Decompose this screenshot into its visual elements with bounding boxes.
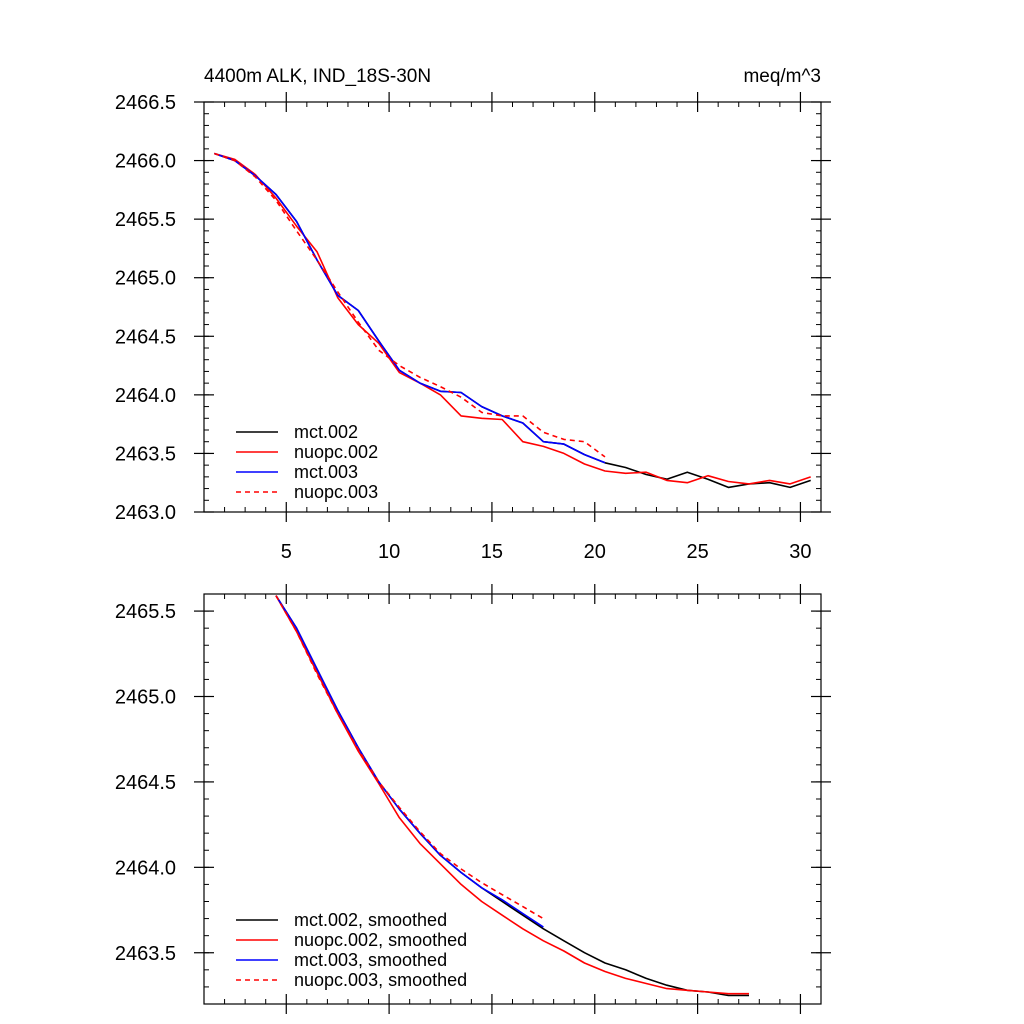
x-tick-label: 15 (481, 541, 503, 563)
y-tick-label: 2464.5 (115, 772, 176, 794)
top-panel: 4400m ALK, IND_18S-30N meq/m^3 5 10 15 20 25… (115, 66, 831, 563)
series-line-mct-003-smoothed (275, 595, 544, 928)
y-tick-label: 2463.0 (115, 502, 176, 524)
bottom-panel: 2463.5 2464.0 2464.5 2465.0 2465.5 mct.002, s… (115, 584, 831, 1014)
legend-label: nuopc.002, smoothed (294, 930, 467, 950)
y-tick-label: 2466.5 (115, 92, 176, 114)
series-line-nuopc-003-smoothed (275, 595, 544, 920)
y-tick-label: 2463.5 (115, 943, 176, 965)
y-tick-label: 2464.0 (115, 857, 176, 879)
series-line-nuopc-002 (214, 152, 811, 485)
series-line-mct-003 (214, 152, 606, 464)
x-tick-label: 5 (281, 541, 292, 563)
y-tick-label: 2466.0 (115, 151, 176, 173)
chart-units: meq/m^3 (743, 66, 821, 87)
legend-label: nuopc.003, smoothed (294, 970, 467, 990)
x-tick-label: 30 (789, 541, 811, 563)
y-tick-label: 2464.0 (115, 385, 176, 407)
x-tick-label: 10 (378, 541, 400, 563)
x-tick-label: 20 (584, 541, 606, 563)
legend-label: nuopc.003 (294, 482, 378, 502)
y-tick-label: 2465.5 (115, 209, 176, 231)
series-line-nuopc-003 (214, 152, 606, 458)
y-tick-label: 2465.5 (115, 601, 176, 623)
y-tick-label: 2465.0 (115, 687, 176, 709)
legend-label: mct.003, smoothed (294, 950, 447, 970)
series-line-nuopc-002-smoothed (275, 595, 749, 995)
y-tick-label: 2465.0 (115, 268, 176, 290)
legend-label: mct.002 (294, 422, 358, 442)
y-tick-label: 2464.5 (115, 326, 176, 348)
legend-label: mct.003 (294, 462, 358, 482)
chart-title: 4400m ALK, IND_18S-30N (204, 66, 431, 87)
legend-label: nuopc.002 (294, 442, 378, 462)
y-tick-label: 2463.5 (115, 443, 176, 465)
legend-label: mct.002, smoothed (294, 910, 447, 930)
x-tick-label: 25 (686, 541, 708, 563)
